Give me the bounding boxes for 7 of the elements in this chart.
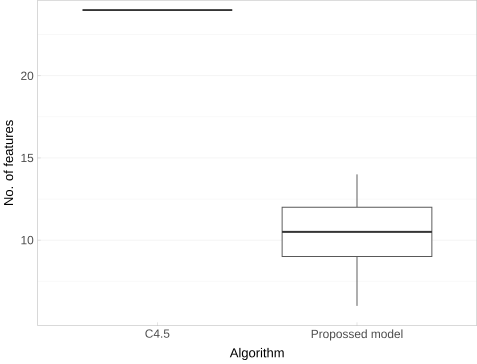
- y-tick-label: 10: [21, 236, 34, 245]
- x-tick-label: C4.5: [145, 330, 170, 338]
- y-tick-label: 20: [21, 72, 34, 80]
- x-axis-title: Algorithm: [230, 348, 284, 360]
- x-tick-label: Propossed model: [312, 330, 402, 341]
- y-axis-title: No. of features: [4, 120, 14, 206]
- y-tick-label: 15: [21, 154, 34, 162]
